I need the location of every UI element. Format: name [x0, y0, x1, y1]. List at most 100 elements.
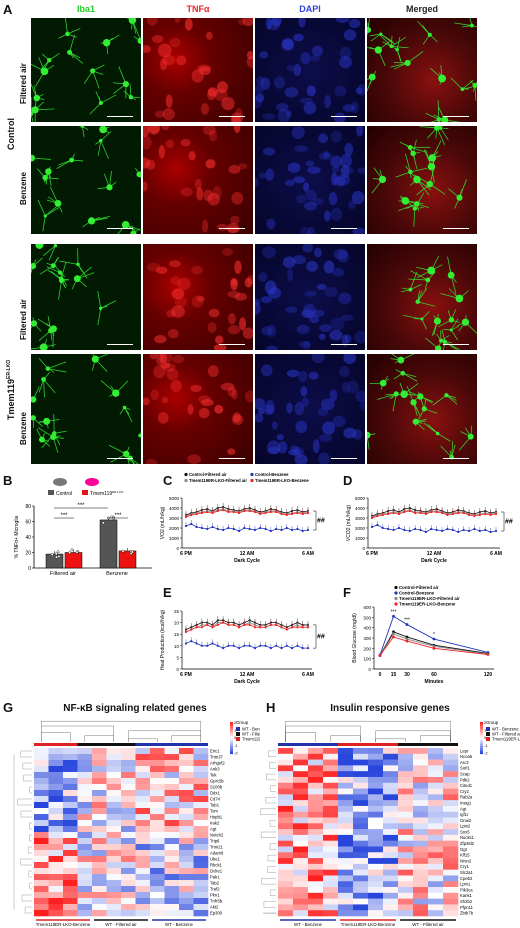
heatmap-cell [308, 800, 324, 807]
data-point [232, 644, 235, 647]
y-tick-label: 60 [25, 520, 31, 526]
legend-label: Control-Filtered air [399, 585, 439, 590]
color-scale-cell [230, 746, 233, 748]
heatmap-cell [121, 832, 136, 839]
group-bar [338, 743, 353, 746]
dendrogram-branch [265, 797, 276, 804]
heatmap-cell [413, 881, 429, 888]
group-label: WT - Benzene [165, 922, 194, 927]
sig-label: ## [317, 518, 325, 525]
heatmap-cell [106, 808, 122, 815]
heatmap-cell [92, 754, 107, 761]
heatmap-cell [383, 817, 399, 824]
heatmap-cell [48, 850, 64, 857]
legend-label: Tmem119ER-LKO-Benzene [399, 602, 456, 607]
data-point [405, 635, 409, 639]
heatmap-cell [293, 910, 309, 917]
scale-bar [107, 115, 133, 117]
heatmap-cell [150, 796, 165, 803]
gene-label: Klf15 [460, 853, 470, 858]
legend-swatch [486, 737, 490, 741]
heatmap-cell [92, 778, 107, 785]
y-tick-label: 5 [176, 655, 179, 660]
heatmap-cell [398, 759, 414, 766]
gene-label: Nrsn2 [460, 858, 472, 863]
heatmap-cell [164, 892, 180, 899]
heatmap-cell [308, 771, 324, 778]
heatmap-cell [338, 794, 354, 801]
heatmap-cell [353, 840, 369, 847]
heatmap-cell [338, 788, 354, 795]
heatmap-cell [48, 832, 64, 839]
heatmap-cell [179, 904, 194, 911]
heatmap-cell [428, 910, 444, 917]
data-point [248, 623, 251, 627]
data-point [405, 637, 409, 641]
data-point [370, 525, 374, 529]
color-scale-cell [480, 725, 483, 727]
dendrogram-branch [29, 834, 32, 842]
sig-label: *** [60, 513, 68, 519]
x-axis-label: Dark Cycle [234, 558, 260, 564]
x-tick-label: 15 [391, 672, 397, 678]
heatmap-cell [135, 886, 151, 893]
gene-label: Irak2 [210, 821, 220, 826]
data-point [275, 527, 278, 531]
heatmap-cell [34, 856, 49, 863]
heatmap-cell [150, 868, 165, 875]
heatmap-cell [63, 898, 78, 905]
data-point [306, 626, 310, 629]
heatmap-cell [193, 790, 209, 797]
heatmap-cell [428, 846, 444, 853]
data-point [405, 623, 409, 626]
heatmap-cell [63, 772, 78, 779]
dendrogram-branch [267, 866, 276, 873]
heatmap-cell [338, 805, 354, 813]
heatmap-cell [353, 771, 369, 778]
micrograph-merged-row2 [367, 126, 477, 234]
data-point [378, 653, 382, 657]
gene-label: Sh2b2 [460, 899, 473, 904]
heatmap-cell [63, 784, 78, 791]
heatmap-cell [63, 862, 78, 869]
heatmap-cell [179, 814, 194, 821]
heatmap-cell [338, 811, 354, 818]
dendrogram-branch [375, 738, 406, 742]
group-bar [135, 743, 150, 746]
heatmap-cell [323, 898, 339, 905]
data-point [259, 644, 262, 647]
color-scale-cell [230, 723, 233, 726]
x-tick-label: 12 AM [240, 672, 255, 678]
data-point [269, 529, 272, 533]
heatmap-cell [338, 887, 354, 894]
heatmap-cell [193, 760, 209, 767]
heatmap-cell [135, 814, 151, 821]
gene-label: Ank3 [210, 767, 220, 772]
heatmap-cell [179, 748, 194, 755]
heatmap-cell [398, 765, 414, 772]
heatmap-cell [179, 844, 194, 851]
heatmap-cell [398, 863, 414, 870]
group-bar [106, 743, 121, 746]
data-point [237, 529, 241, 533]
y-tick-label: 2000 [355, 526, 366, 531]
scale-bar [331, 115, 357, 117]
heatmap-cell [338, 748, 354, 755]
heatmap-cell [106, 880, 122, 887]
heatmap-cell [293, 863, 309, 870]
heatmap-cell [164, 886, 180, 893]
color-scale-cell [480, 742, 483, 745]
heatmap-cell [193, 874, 209, 881]
color-scale-cell [230, 752, 233, 755]
heatmap-cell [353, 904, 369, 911]
heatmap-cell [34, 838, 49, 845]
scale-bar [107, 227, 133, 229]
heatmap-cell [77, 796, 93, 803]
y-tick-label: 100 [363, 657, 371, 662]
heatmap-cell [383, 834, 399, 841]
heatmap-cell [428, 834, 444, 841]
legend-swatch-tmem119 [82, 490, 88, 495]
heatmap-cell [413, 829, 429, 836]
dendrogram-branch [269, 843, 276, 850]
scale-bar [107, 457, 133, 459]
